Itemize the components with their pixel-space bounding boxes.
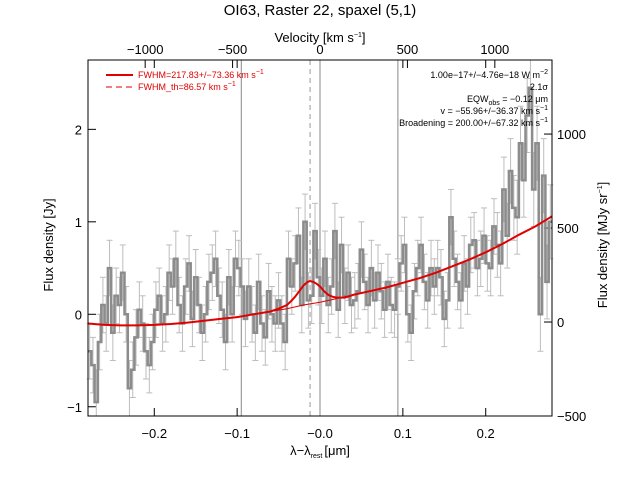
annotation-broadening: Broadening = 200.00+/−67.32 km s−1 <box>399 117 548 128</box>
legend-label-fwhm: FWHM=217.83+/−73.36 km s−1 <box>138 69 264 80</box>
x-tick-label: −0.0 <box>307 426 333 441</box>
x-tick-label: −0.1 <box>224 426 250 441</box>
legend: FWHM=217.83+/−73.36 km s−1 FWHM_th=86.57… <box>106 69 264 92</box>
top-x-tick-label: 500 <box>397 42 419 57</box>
x-tick-label: −0.2 <box>141 426 167 441</box>
right-y-axis-title: Flux density [MJy sr−1] <box>595 182 610 308</box>
y-tick-label: 1 <box>75 215 82 230</box>
y-axis-title: Flux density [Jy] <box>41 198 56 291</box>
annotation-sigma: 2.1σ <box>530 82 549 92</box>
x-axis-title: λ−λrest [μm] <box>290 443 350 460</box>
right-y-tick-label: 500 <box>557 221 579 236</box>
right-y-tick-label: −500 <box>557 409 586 424</box>
top-axis-title: Velocity [km s−1] <box>274 30 365 45</box>
y-tick-label: 2 <box>75 122 82 137</box>
right-y-tick-label: 1000 <box>557 127 586 142</box>
fit-annotations: 1.00e−17+/−4.76e−18 W m−2 2.1σ EQWobs = … <box>399 69 548 128</box>
chart-title: OI63, Raster 22, spaxel (5,1) <box>224 2 417 19</box>
y-tick-label: 0 <box>75 307 82 322</box>
axis-ticks: −0.2 −0.1 −0.0 0.1 0.2 −1 0 1 2 −500 0 500 1000 −1000… <box>67 42 586 441</box>
reference-lines <box>240 60 399 416</box>
plot-frame <box>87 59 553 417</box>
y-tick-label: −1 <box>67 400 82 415</box>
series-lines <box>87 86 553 404</box>
x-tick-label: 0.2 <box>477 426 495 441</box>
top-x-tick-label: 0 <box>316 42 323 57</box>
annotation-velocity: v = −55.96+/−36.37 km s−1 <box>440 105 548 116</box>
annotation-flux: 1.00e−17+/−4.76e−18 W m−2 <box>430 69 548 80</box>
right-y-tick-label: 0 <box>557 315 564 330</box>
line-fit-series <box>87 215 553 327</box>
annotation-eqw: EQWobs = −0.12 μm <box>467 94 548 107</box>
top-x-tick-label: −1000 <box>127 42 164 57</box>
legend-label-fwhm-th: FWHM_th=86.57 km s−1 <box>138 81 236 92</box>
top-x-tick-label: −500 <box>218 42 247 57</box>
x-tick-label: 0.1 <box>394 426 412 441</box>
top-x-tick-label: 1000 <box>480 42 509 57</box>
